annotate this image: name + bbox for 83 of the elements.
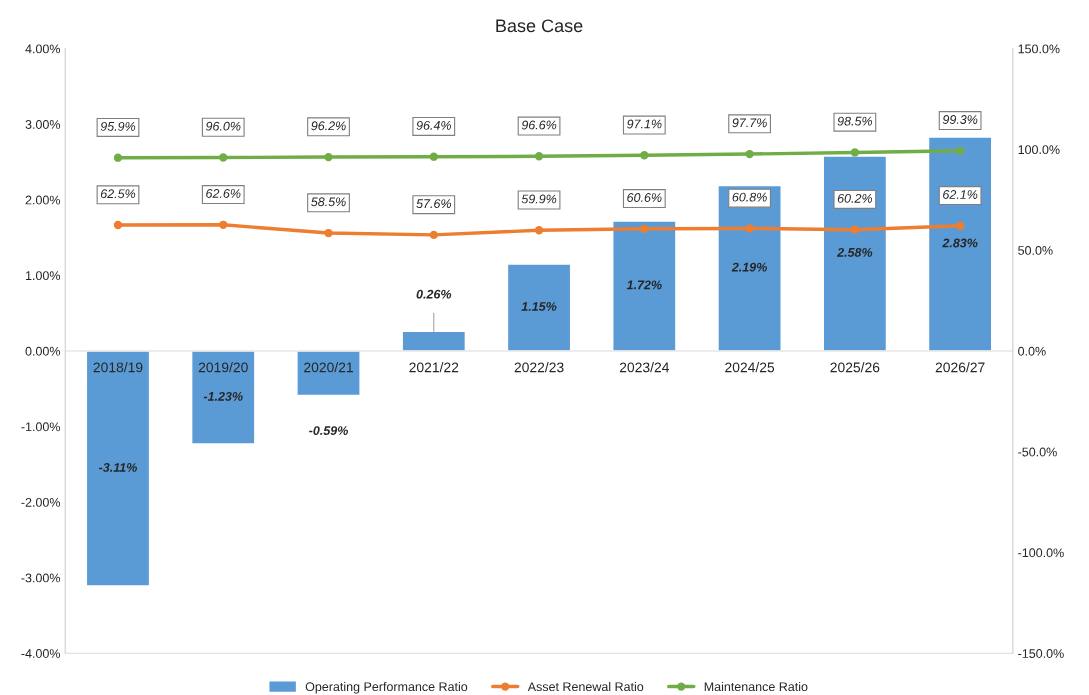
point (324, 152, 333, 162)
data-label: 62.1% (943, 190, 978, 199)
point (429, 152, 438, 161)
bar (717, 184, 782, 352)
bar (927, 136, 993, 352)
chart-title: Base Case (496, 19, 583, 33)
data-label: 1.15% (521, 302, 557, 311)
y2-tick-label: -150.0% (1018, 649, 1064, 658)
x-tick-label: 2018/19 (93, 362, 143, 373)
y-tick-label: 2.00% (25, 195, 61, 205)
data-label: 97.1% (627, 119, 662, 129)
data-label: 96.0% (205, 121, 241, 131)
x-tick-label: 2023/24 (619, 362, 670, 373)
y-tick-label: 4.00% (25, 44, 61, 54)
point (219, 153, 228, 162)
y2-tick-label: 50.0% (1018, 246, 1053, 255)
point (113, 153, 123, 162)
point (745, 224, 754, 233)
data-label: 2.58% (836, 247, 873, 257)
y-tick-label: 3.00% (25, 120, 61, 129)
data-label: -3.11% (98, 463, 137, 472)
bar (296, 350, 361, 397)
legend-label: Operating Performance Ratio (305, 681, 468, 694)
y-tick-label: -1.00% (21, 422, 61, 432)
point (113, 220, 123, 230)
y-tick-label: 1.00% (25, 271, 61, 281)
legend-label: Asset Renewal Ratio (527, 681, 644, 692)
data-label: 62.5% (100, 189, 136, 199)
x-tick-label: 2026/27 (935, 362, 985, 373)
data-label: 96.2% (311, 121, 346, 131)
data-label: 99.3% (942, 115, 978, 124)
data-label: 60.2% (837, 193, 873, 203)
bar (612, 220, 677, 352)
point (324, 228, 333, 238)
data-label: 2.83% (942, 238, 978, 248)
point (745, 149, 754, 159)
point (955, 221, 965, 230)
point (534, 226, 544, 235)
data-label: 97.7% (732, 118, 767, 128)
x-tick-label: 2020/21 (304, 362, 353, 373)
data-label: 58.5% (311, 197, 346, 207)
data-label: 96.6% (521, 120, 557, 130)
point (850, 225, 860, 234)
data-label: 0.26% (416, 289, 452, 299)
data-label: 59.9% (521, 194, 557, 204)
bar (401, 330, 467, 352)
point (640, 224, 649, 234)
y-tick-label: 0.00% (25, 346, 61, 356)
data-label: 57.6% (416, 199, 451, 209)
x-tick-label: 2025/26 (830, 362, 880, 373)
data-label: 2.19% (731, 262, 767, 272)
bar (822, 155, 888, 352)
data-label: 98.5% (837, 116, 873, 126)
y-tick-label: -2.00% (21, 497, 61, 507)
y2-tick-label: 150.0% (1018, 44, 1060, 54)
point (219, 220, 228, 229)
legend-label: Maintenance Ratio (704, 681, 808, 692)
data-label: 62.6% (206, 189, 241, 198)
data-label: 95.9% (100, 121, 136, 131)
point (640, 151, 649, 160)
bar (190, 350, 256, 445)
data-label: -0.59% (309, 426, 348, 435)
x-tick-label: 2024/25 (725, 362, 775, 373)
y2-tick-label: -50.0% (1018, 447, 1057, 457)
point (955, 146, 965, 156)
x-tick-label: 2022/23 (514, 362, 564, 373)
bar (506, 263, 572, 352)
point (429, 230, 438, 240)
y2-tick-label: 100.0% (1018, 145, 1060, 155)
data-label: 60.6% (627, 193, 662, 202)
y2-tick-label: -100.0% (1018, 548, 1064, 558)
bar (85, 350, 151, 587)
y2-tick-label: 0.0% (1018, 346, 1046, 356)
y-tick-label: -4.00% (21, 649, 61, 658)
x-tick-label: 2021/22 (409, 362, 459, 373)
point (850, 148, 860, 157)
y-tick-label: -3.00% (21, 573, 61, 583)
data-label: -1.23% (203, 391, 243, 401)
data-label: 96.4% (416, 120, 451, 130)
x-tick-label: 2019/20 (198, 362, 248, 373)
data-label: 60.8% (732, 192, 767, 202)
data-label: 1.72% (626, 280, 662, 290)
point (534, 152, 544, 161)
